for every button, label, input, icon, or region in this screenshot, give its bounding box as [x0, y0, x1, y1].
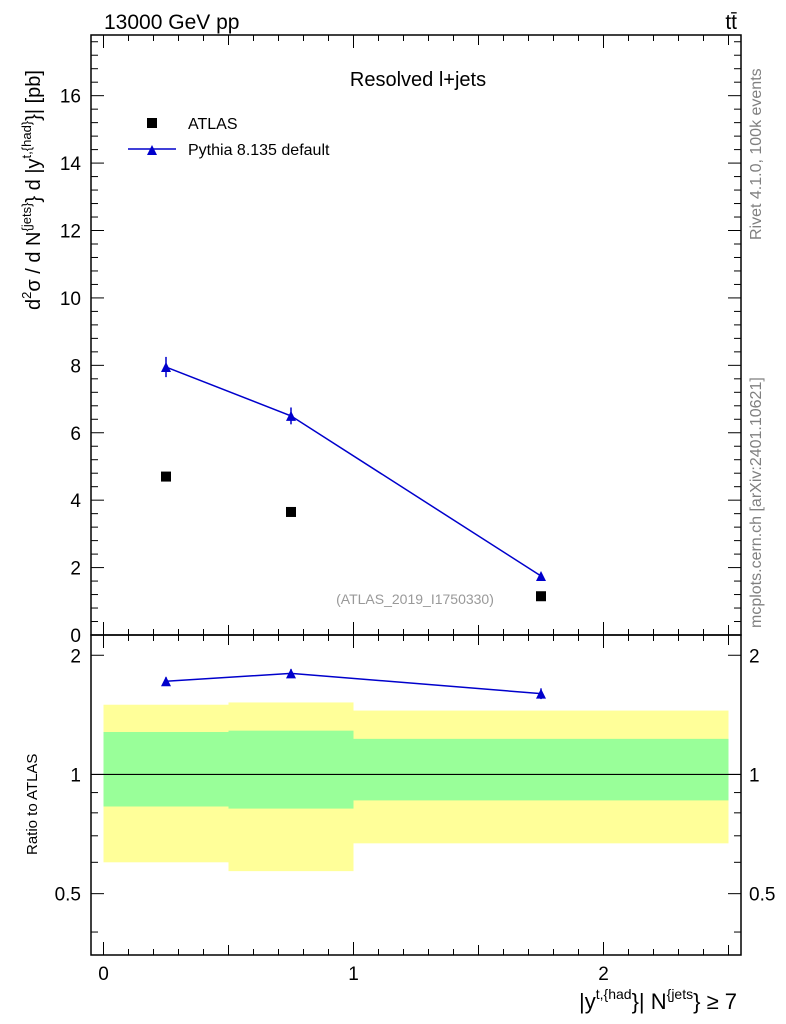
atlas-point: [536, 591, 546, 602]
main-ytick-label: 12: [60, 222, 81, 243]
pythia-point: [536, 571, 546, 582]
ratio-xtick-label: 1: [348, 964, 359, 985]
ratio-ytick-label-right: 0.5: [749, 885, 775, 906]
ratio-xtick-label: 0: [98, 964, 109, 985]
ratio-pythia-point: [536, 688, 546, 699]
main-ylabel: d2σ / d N{jets}} d |yt,{had}}| [pb]: [19, 70, 45, 310]
band-inner-1: [228, 730, 354, 809]
main-ytick-label: 14: [60, 154, 82, 175]
atlas-point: [286, 506, 296, 517]
main-ytick-label: 10: [60, 289, 81, 310]
main-ytick-label: 6: [70, 424, 81, 445]
chart-title: Resolved l+jets: [350, 69, 486, 91]
ratio-ytick-label-right: 1: [749, 765, 760, 786]
main-ytick-label: 4: [70, 491, 81, 512]
legend-pythia-label: Pythia 8.135 default: [188, 142, 330, 159]
ratio-ytick-label-left: 0.5: [55, 885, 81, 906]
ratio-pythia-point: [286, 668, 296, 679]
ratio-ylabel: Ratio to ATLAS: [24, 754, 41, 855]
legend-pythia-marker: [147, 145, 157, 155]
ratio-ytick-label-left: 1: [70, 765, 81, 786]
ratio-ytick-label-left: 2: [70, 646, 81, 667]
ratio-frame: [90, 634, 742, 956]
ratio-pythia-line: [165, 672, 542, 695]
pythia-line: [165, 366, 542, 577]
atlas-point: [161, 471, 171, 482]
band-inner-0: [103, 732, 229, 807]
main-ytick-label: 2: [70, 559, 81, 580]
main-ytick-label: 8: [70, 356, 81, 377]
watermark: (ATLAS_2019_I1750330): [336, 591, 494, 607]
ratio-marks: [161, 668, 546, 700]
ratio-bands: [91, 702, 741, 872]
legend-atlas-label: ATLAS: [188, 116, 238, 133]
energy-label: 13000 GeV pp: [104, 11, 239, 34]
ratio-pythia-point: [161, 676, 171, 687]
ratio-xtick-label: 2: [598, 964, 609, 985]
main-ytick-label: 16: [60, 87, 81, 108]
main-ytick-label: 0: [70, 626, 81, 647]
rivet-label: Rivet 4.1.0, 100k events: [748, 68, 765, 240]
site-label: mcplots.cern.ch [arXiv:2401.10621]: [748, 377, 765, 628]
xlabel: |yt,{had}| N{jets} ≥ 7: [579, 986, 737, 1014]
legend-atlas-marker: [147, 118, 157, 128]
main-marks: [161, 356, 546, 602]
pythia-point: [161, 362, 171, 373]
ratio-ytick-label-right: 2: [749, 646, 760, 667]
band-inner-2: [353, 738, 729, 801]
process-label: tt̄: [725, 11, 737, 34]
pythia-point: [286, 410, 296, 421]
axis-ticks: [91, 35, 741, 955]
